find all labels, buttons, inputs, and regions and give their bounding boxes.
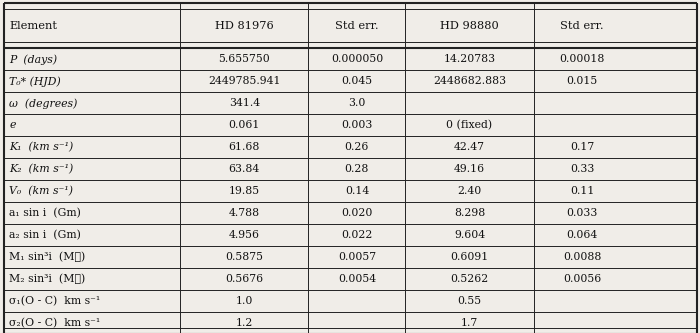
- Text: Std err.: Std err.: [335, 21, 379, 31]
- Text: K₂  (km s⁻¹): K₂ (km s⁻¹): [9, 164, 74, 174]
- Text: 2449785.941: 2449785.941: [208, 76, 281, 86]
- Text: 0.061: 0.061: [229, 120, 260, 130]
- Text: 63.84: 63.84: [229, 164, 260, 174]
- Text: 0.000050: 0.000050: [331, 54, 383, 64]
- Text: 0.28: 0.28: [344, 164, 369, 174]
- Text: 49.16: 49.16: [454, 164, 485, 174]
- Text: 0.003: 0.003: [341, 120, 372, 130]
- Text: HD 98880: HD 98880: [440, 21, 499, 31]
- Text: 341.4: 341.4: [229, 98, 260, 108]
- Text: 0.033: 0.033: [566, 208, 598, 218]
- Text: 1.0: 1.0: [236, 296, 253, 306]
- Text: 1.2: 1.2: [236, 318, 253, 328]
- Text: 0.17: 0.17: [570, 142, 594, 152]
- Text: 1.7: 1.7: [461, 318, 478, 328]
- Text: Element: Element: [9, 21, 57, 31]
- Text: V₀  (km s⁻¹): V₀ (km s⁻¹): [9, 186, 73, 196]
- Text: T₀* (HJD): T₀* (HJD): [9, 76, 61, 87]
- Text: K₁  (km s⁻¹): K₁ (km s⁻¹): [9, 142, 74, 152]
- Text: 0.015: 0.015: [566, 76, 598, 86]
- Text: P  (days): P (days): [9, 54, 57, 65]
- Text: σ₁(O - C)  km s⁻¹: σ₁(O - C) km s⁻¹: [9, 296, 100, 306]
- Text: 3.0: 3.0: [348, 98, 365, 108]
- Text: 19.85: 19.85: [229, 186, 260, 196]
- Text: 0.0088: 0.0088: [563, 252, 601, 262]
- Text: 14.20783: 14.20783: [444, 54, 496, 64]
- Text: 0.0057: 0.0057: [338, 252, 376, 262]
- Text: 0.0054: 0.0054: [338, 274, 376, 284]
- Text: 0.0056: 0.0056: [563, 274, 601, 284]
- Text: a₂ sin i  (Gm): a₂ sin i (Gm): [9, 230, 81, 240]
- Text: M₂ sin³i  (M☉): M₂ sin³i (M☉): [9, 274, 85, 284]
- Text: 0.33: 0.33: [570, 164, 594, 174]
- Text: 4.956: 4.956: [229, 230, 260, 240]
- Text: 0.5875: 0.5875: [225, 252, 263, 262]
- Text: HD 81976: HD 81976: [215, 21, 274, 31]
- Text: 0.6091: 0.6091: [450, 252, 489, 262]
- Text: 8.298: 8.298: [454, 208, 485, 218]
- Text: 0 (fixed): 0 (fixed): [447, 120, 493, 130]
- Text: ω  (degrees): ω (degrees): [9, 98, 78, 109]
- Text: 0.55: 0.55: [458, 296, 482, 306]
- Text: 0.045: 0.045: [342, 76, 372, 86]
- Text: 0.5676: 0.5676: [225, 274, 263, 284]
- Text: 2448682.883: 2448682.883: [433, 76, 506, 86]
- Text: 4.788: 4.788: [229, 208, 260, 218]
- Text: 5.655750: 5.655750: [218, 54, 270, 64]
- Text: 0.26: 0.26: [344, 142, 369, 152]
- Text: 0.00018: 0.00018: [559, 54, 605, 64]
- Text: 0.064: 0.064: [566, 230, 598, 240]
- Text: 61.68: 61.68: [229, 142, 260, 152]
- Text: e: e: [9, 120, 15, 130]
- Text: a₁ sin i  (Gm): a₁ sin i (Gm): [9, 208, 81, 218]
- Text: Std err.: Std err.: [560, 21, 604, 31]
- Text: 42.47: 42.47: [454, 142, 485, 152]
- Text: 0.11: 0.11: [570, 186, 594, 196]
- Text: M₁ sin³i  (M☉): M₁ sin³i (M☉): [9, 252, 85, 262]
- Text: 2.40: 2.40: [457, 186, 482, 196]
- Text: 0.022: 0.022: [341, 230, 372, 240]
- Text: σ₂(O - C)  km s⁻¹: σ₂(O - C) km s⁻¹: [9, 318, 100, 328]
- Text: 9.604: 9.604: [454, 230, 485, 240]
- Text: 0.020: 0.020: [341, 208, 372, 218]
- Text: 0.14: 0.14: [345, 186, 369, 196]
- Text: 0.5262: 0.5262: [450, 274, 489, 284]
